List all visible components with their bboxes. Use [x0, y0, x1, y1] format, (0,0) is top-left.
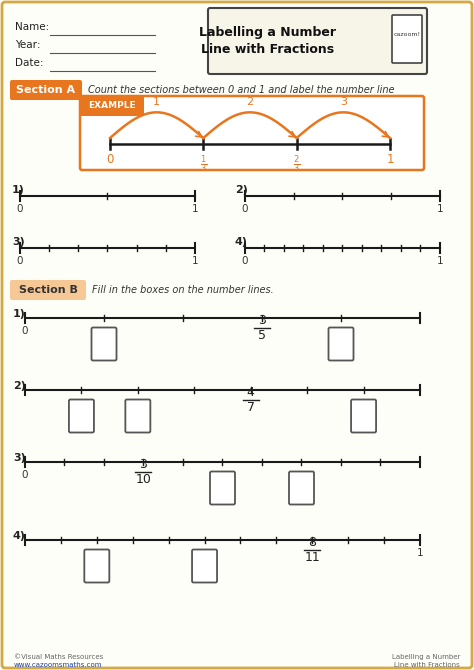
Text: 1: 1	[437, 256, 443, 266]
Text: 4): 4)	[13, 531, 26, 541]
Text: 0: 0	[242, 204, 248, 214]
Text: Section B: Section B	[18, 285, 77, 295]
Text: Count the sections between 0 and 1 and label the number line: Count the sections between 0 and 1 and l…	[88, 85, 394, 95]
Text: 3: 3	[139, 458, 147, 471]
FancyBboxPatch shape	[80, 96, 424, 170]
Text: 5: 5	[258, 329, 266, 342]
Text: 10: 10	[136, 473, 151, 486]
Text: 1: 1	[191, 256, 198, 266]
FancyBboxPatch shape	[192, 549, 217, 582]
Text: 0: 0	[106, 153, 114, 166]
Text: Date:: Date:	[15, 58, 44, 68]
FancyBboxPatch shape	[289, 472, 314, 505]
Text: 2: 2	[246, 97, 254, 107]
FancyBboxPatch shape	[328, 328, 354, 360]
Text: 1): 1)	[12, 185, 25, 195]
Text: 4): 4)	[235, 237, 248, 247]
Text: Name:: Name:	[15, 22, 49, 32]
FancyBboxPatch shape	[80, 96, 144, 116]
Text: 0: 0	[17, 204, 23, 214]
Text: Labelling a Number: Labelling a Number	[392, 654, 460, 660]
Text: 2): 2)	[235, 185, 248, 195]
Text: $\frac{2}{3}$: $\frac{2}{3}$	[293, 153, 301, 175]
Text: 7: 7	[246, 401, 255, 414]
Text: Labelling a Number
Line with Fractions: Labelling a Number Line with Fractions	[200, 26, 337, 56]
Text: 2): 2)	[13, 381, 26, 391]
Text: Line with Fractions: Line with Fractions	[394, 662, 460, 668]
Text: 3: 3	[340, 97, 347, 107]
FancyBboxPatch shape	[125, 399, 150, 433]
Text: 1: 1	[191, 204, 198, 214]
Text: EXAMPLE: EXAMPLE	[88, 101, 136, 111]
Text: www.cazoomsmaths.com: www.cazoomsmaths.com	[14, 662, 102, 668]
FancyBboxPatch shape	[392, 15, 422, 63]
Text: 1: 1	[153, 97, 160, 107]
Text: 0: 0	[22, 470, 28, 480]
Text: 1: 1	[437, 204, 443, 214]
Text: 3): 3)	[13, 453, 26, 463]
FancyBboxPatch shape	[10, 280, 86, 300]
Text: 0: 0	[242, 256, 248, 266]
Text: 11: 11	[304, 551, 320, 564]
FancyBboxPatch shape	[69, 399, 94, 433]
FancyBboxPatch shape	[91, 328, 117, 360]
Text: cazoom!: cazoom!	[393, 31, 420, 36]
Text: 8: 8	[308, 536, 316, 549]
Text: Section A: Section A	[17, 85, 75, 95]
FancyBboxPatch shape	[351, 399, 376, 433]
FancyBboxPatch shape	[208, 8, 427, 74]
Text: Fill in the boxes on the number lines.: Fill in the boxes on the number lines.	[92, 285, 274, 295]
FancyBboxPatch shape	[10, 80, 82, 100]
FancyBboxPatch shape	[210, 472, 235, 505]
Text: 1: 1	[386, 153, 394, 166]
Text: Year:: Year:	[15, 40, 40, 50]
Text: ©Visual Maths Resources: ©Visual Maths Resources	[14, 654, 103, 660]
Text: 0: 0	[22, 326, 28, 336]
Text: 1: 1	[417, 548, 423, 558]
Text: 1): 1)	[13, 309, 26, 319]
Text: 3: 3	[258, 314, 266, 327]
Text: 3): 3)	[12, 237, 25, 247]
Text: 4: 4	[247, 386, 255, 399]
FancyBboxPatch shape	[84, 549, 109, 582]
Text: $\frac{1}{3}$: $\frac{1}{3}$	[200, 153, 207, 175]
Text: 0: 0	[17, 256, 23, 266]
